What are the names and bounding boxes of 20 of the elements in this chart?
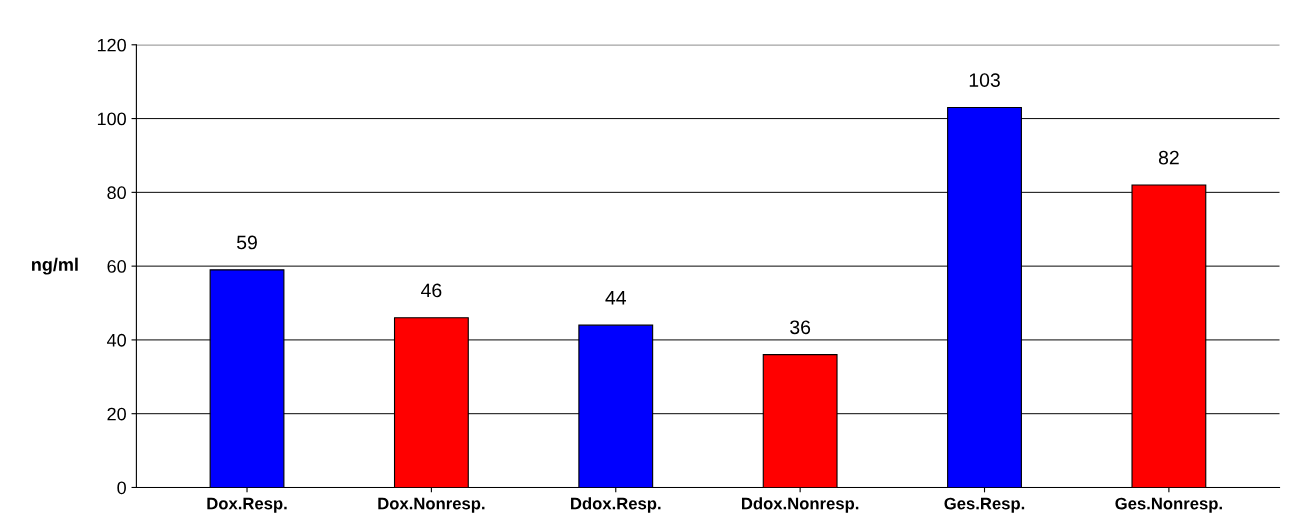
data-label: 59 xyxy=(236,235,257,250)
x-tick-label: Dox.Nonresp. xyxy=(378,497,485,513)
data-label: 103 xyxy=(969,73,1000,87)
y-tick-label: 100 xyxy=(97,112,126,126)
y-tick-label: 120 xyxy=(97,38,126,52)
data-label: 44 xyxy=(605,291,627,305)
y-tick-label: 0 xyxy=(117,481,126,495)
x-tick-label: Ges.Nonresp. xyxy=(1115,497,1222,513)
x-tick-label: Ddox.Nonresp. xyxy=(741,497,859,513)
data-label: 82 xyxy=(1158,150,1179,165)
data-label: 46 xyxy=(421,283,442,298)
y-tick-label: 80 xyxy=(107,186,126,200)
data-label: 36 xyxy=(790,320,811,335)
y-axis-title: ng/ml xyxy=(32,257,78,275)
y-tick-label: 20 xyxy=(107,407,126,421)
x-tick-label: Dox.Resp. xyxy=(207,497,287,513)
y-tick-label: 60 xyxy=(107,260,126,273)
y-tick-label: 40 xyxy=(107,333,126,347)
x-tick-label: Ges.Resp. xyxy=(944,497,1025,513)
x-tick-label: Ddox.Resp. xyxy=(571,497,661,513)
